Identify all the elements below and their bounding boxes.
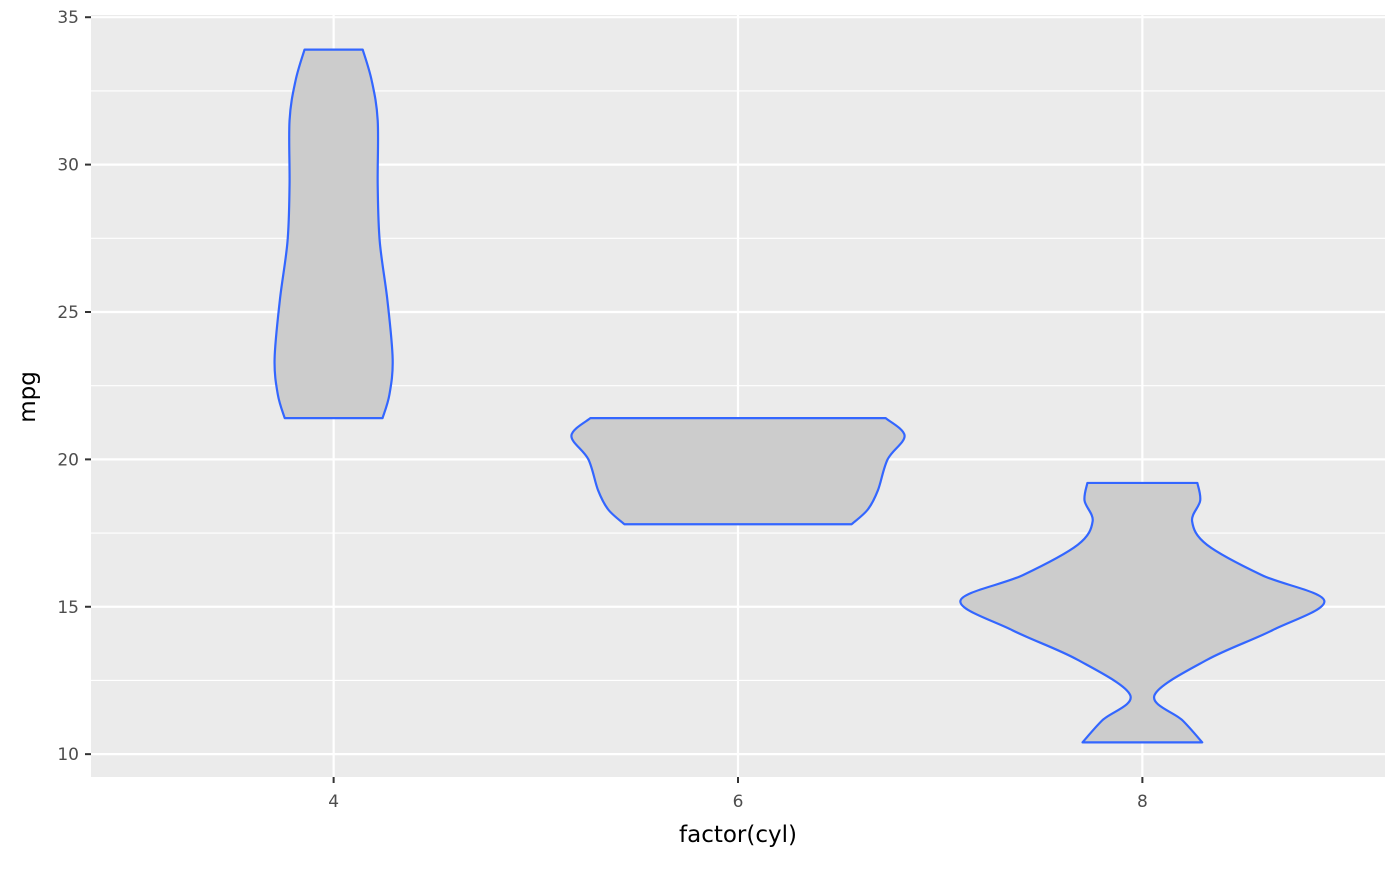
- x-tick-label: 6: [733, 792, 744, 812]
- y-tick-label: 35: [57, 8, 79, 28]
- x-axis-title: factor(cyl): [679, 822, 797, 848]
- y-axis: 10 15 20 25 30 35: [57, 8, 91, 765]
- x-tick-label: 8: [1137, 792, 1148, 812]
- y-tick-label: 30: [57, 156, 79, 176]
- violin-cyl-8: [959, 481, 1326, 744]
- x-axis: 4 6 8: [328, 777, 1148, 812]
- violin-cyl-4: [273, 48, 394, 420]
- y-tick-label: 25: [57, 303, 79, 323]
- y-tick-label: 10: [57, 745, 79, 765]
- y-tick-label: 15: [57, 598, 79, 618]
- x-tick-label: 4: [328, 792, 339, 812]
- y-tick-label: 20: [57, 450, 79, 470]
- violin-cyl-6: [570, 417, 906, 526]
- violins: [273, 48, 1326, 744]
- y-axis-title: mpg: [15, 371, 41, 423]
